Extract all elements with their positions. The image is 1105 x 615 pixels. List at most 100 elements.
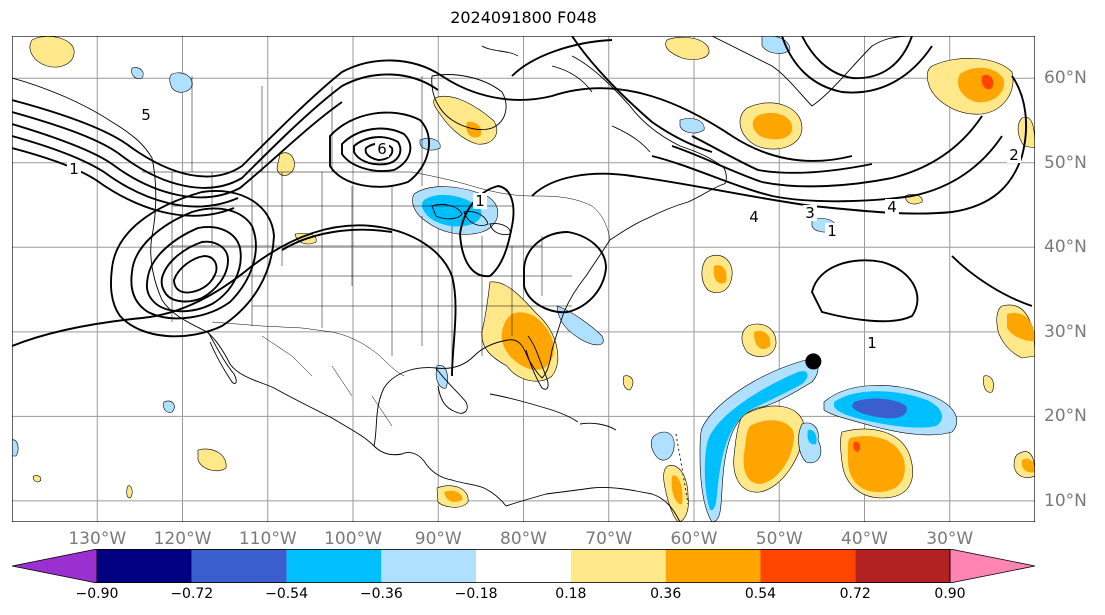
contour-label: 6 — [377, 140, 387, 158]
positive-anomaly — [126, 485, 133, 499]
positive-anomaly — [501, 312, 554, 370]
longitude-label: 100°W — [324, 529, 382, 549]
positive-anomaly — [32, 475, 42, 483]
longitude-label: 50°W — [755, 529, 803, 549]
contour-line — [12, 135, 239, 208]
longitude-label: 110°W — [238, 529, 297, 549]
labrador-coast — [571, 55, 727, 185]
colorbar-tick-label: 0.18 — [555, 586, 587, 602]
negative-anomaly — [798, 422, 822, 464]
contour-label-bg — [67, 161, 81, 177]
cuba — [489, 393, 579, 423]
colorbar-tick-label: −0.72 — [170, 586, 214, 602]
contour-label-bg — [885, 199, 899, 215]
positive-anomaly — [743, 420, 795, 484]
contour-line — [671, 115, 983, 188]
contour-line — [341, 127, 412, 172]
latitude-label: 10°N — [1044, 490, 1087, 511]
south-america-coast — [505, 487, 681, 522]
longitude-label: 80°W — [500, 529, 547, 549]
latitude-label: 60°N — [1044, 68, 1087, 89]
map-title: 2024091800 F048 — [450, 8, 597, 27]
contour-line — [353, 136, 402, 166]
latitude-label: 20°N — [1044, 406, 1087, 427]
colorbar-under-triangle — [12, 549, 98, 583]
state-borders — [142, 76, 611, 427]
negative-anomaly — [699, 359, 819, 522]
longitude-label: 60°W — [670, 529, 718, 549]
contour-line — [160, 240, 229, 303]
negative-anomaly — [163, 400, 175, 413]
longitude-label: 40°W — [841, 529, 888, 549]
contour-line — [329, 111, 430, 188]
contour-line — [651, 135, 1003, 203]
contour-line — [12, 101, 343, 199]
hudson-bay — [431, 74, 507, 131]
hispaniola — [579, 422, 617, 431]
contour-line — [130, 207, 257, 320]
us-mexico-border — [211, 321, 405, 377]
contour-labels: 1 1 1 1 2 3 4 4 5 6 — [67, 106, 1021, 352]
canada-provinces — [191, 76, 423, 186]
positive-anomaly — [622, 375, 634, 391]
contour-label: 2 — [1009, 146, 1019, 164]
positive-anomaly — [444, 490, 463, 502]
negative-anomaly — [12, 439, 19, 457]
contour-line — [511, 39, 613, 77]
positive-anomaly — [957, 67, 1005, 103]
contour-line — [951, 255, 1033, 307]
positive-anomaly — [671, 475, 683, 505]
colorbar-bin — [97, 549, 192, 583]
colorbar-bin — [760, 549, 856, 583]
colorbar-bin — [381, 549, 477, 583]
negative-anomaly — [131, 67, 144, 79]
colorbar-bin — [855, 549, 950, 583]
height-contours — [12, 36, 1033, 377]
colorbar-over-triangle — [949, 549, 1035, 583]
contour-label-bg — [747, 209, 761, 225]
storm-center-marker — [805, 353, 822, 370]
map-panel: 1 1 1 1 2 3 4 4 5 6 — [12, 36, 1035, 522]
colorbar-bin — [665, 549, 761, 583]
contour-label-bg — [139, 107, 153, 123]
yucatan — [435, 367, 468, 414]
colorbar-bin — [286, 549, 382, 583]
colorbar — [12, 549, 1035, 583]
longitude-label: 90°W — [414, 529, 462, 549]
contour-line — [12, 147, 235, 217]
contour-label: 5 — [141, 106, 151, 124]
contour-label-bg — [803, 205, 817, 221]
positive-anomaly — [853, 441, 861, 452]
contour-label: 4 — [749, 208, 759, 226]
positive-anomaly — [197, 448, 227, 472]
negative-anomaly — [807, 429, 817, 445]
negative-anomaly — [169, 72, 193, 93]
contour-line — [691, 135, 873, 174]
colorbar-tick-label: −0.18 — [454, 586, 498, 602]
positive-anomaly — [713, 265, 727, 284]
baja-california — [207, 331, 237, 384]
positive-anomaly — [752, 112, 793, 140]
mexico-states — [261, 335, 393, 427]
positive-anomaly — [276, 152, 295, 176]
contour-line — [531, 75, 1027, 215]
negative-anomaly — [852, 398, 907, 419]
contour-label: 1 — [475, 192, 485, 210]
colorbar-tick-label: 0.54 — [744, 586, 777, 602]
longitude-label: 130°W — [68, 529, 127, 549]
negative-anomaly — [650, 431, 675, 461]
colorbar-bin — [570, 549, 666, 583]
contour-label-bg — [1007, 147, 1021, 163]
contour-label: 1 — [827, 222, 837, 240]
contour-label: 1 — [69, 160, 79, 178]
longitude-label: 70°W — [585, 529, 633, 549]
positive-anomaly — [983, 375, 994, 393]
contour-line — [810, 259, 919, 323]
contour-line — [12, 73, 439, 189]
contour-label-bg — [375, 141, 389, 157]
contour-line — [12, 224, 457, 377]
contour-line — [801, 36, 913, 80]
colorbar-bin — [476, 549, 571, 583]
contour-label: 4 — [887, 198, 897, 216]
contour-label: 3 — [805, 204, 815, 222]
